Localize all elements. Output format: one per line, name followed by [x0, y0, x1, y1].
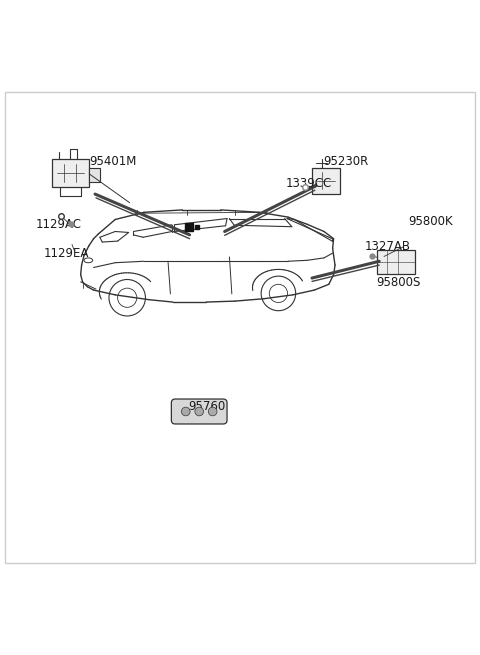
Text: 95401M: 95401M — [89, 155, 136, 168]
Text: 1327AB: 1327AB — [365, 240, 411, 253]
Circle shape — [208, 407, 217, 416]
Text: 95230R: 95230R — [323, 155, 368, 168]
FancyBboxPatch shape — [171, 399, 227, 424]
Text: 95760: 95760 — [188, 400, 225, 413]
Text: 95800K: 95800K — [408, 215, 453, 229]
Text: 1129EA: 1129EA — [43, 246, 89, 259]
FancyBboxPatch shape — [52, 160, 89, 187]
Text: 1129AC: 1129AC — [36, 218, 82, 231]
Text: 1339CC: 1339CC — [286, 177, 332, 190]
FancyBboxPatch shape — [377, 250, 415, 274]
FancyBboxPatch shape — [89, 168, 100, 182]
FancyBboxPatch shape — [312, 168, 340, 194]
Text: 95800S: 95800S — [376, 276, 420, 290]
Circle shape — [181, 407, 190, 416]
Circle shape — [195, 407, 204, 416]
